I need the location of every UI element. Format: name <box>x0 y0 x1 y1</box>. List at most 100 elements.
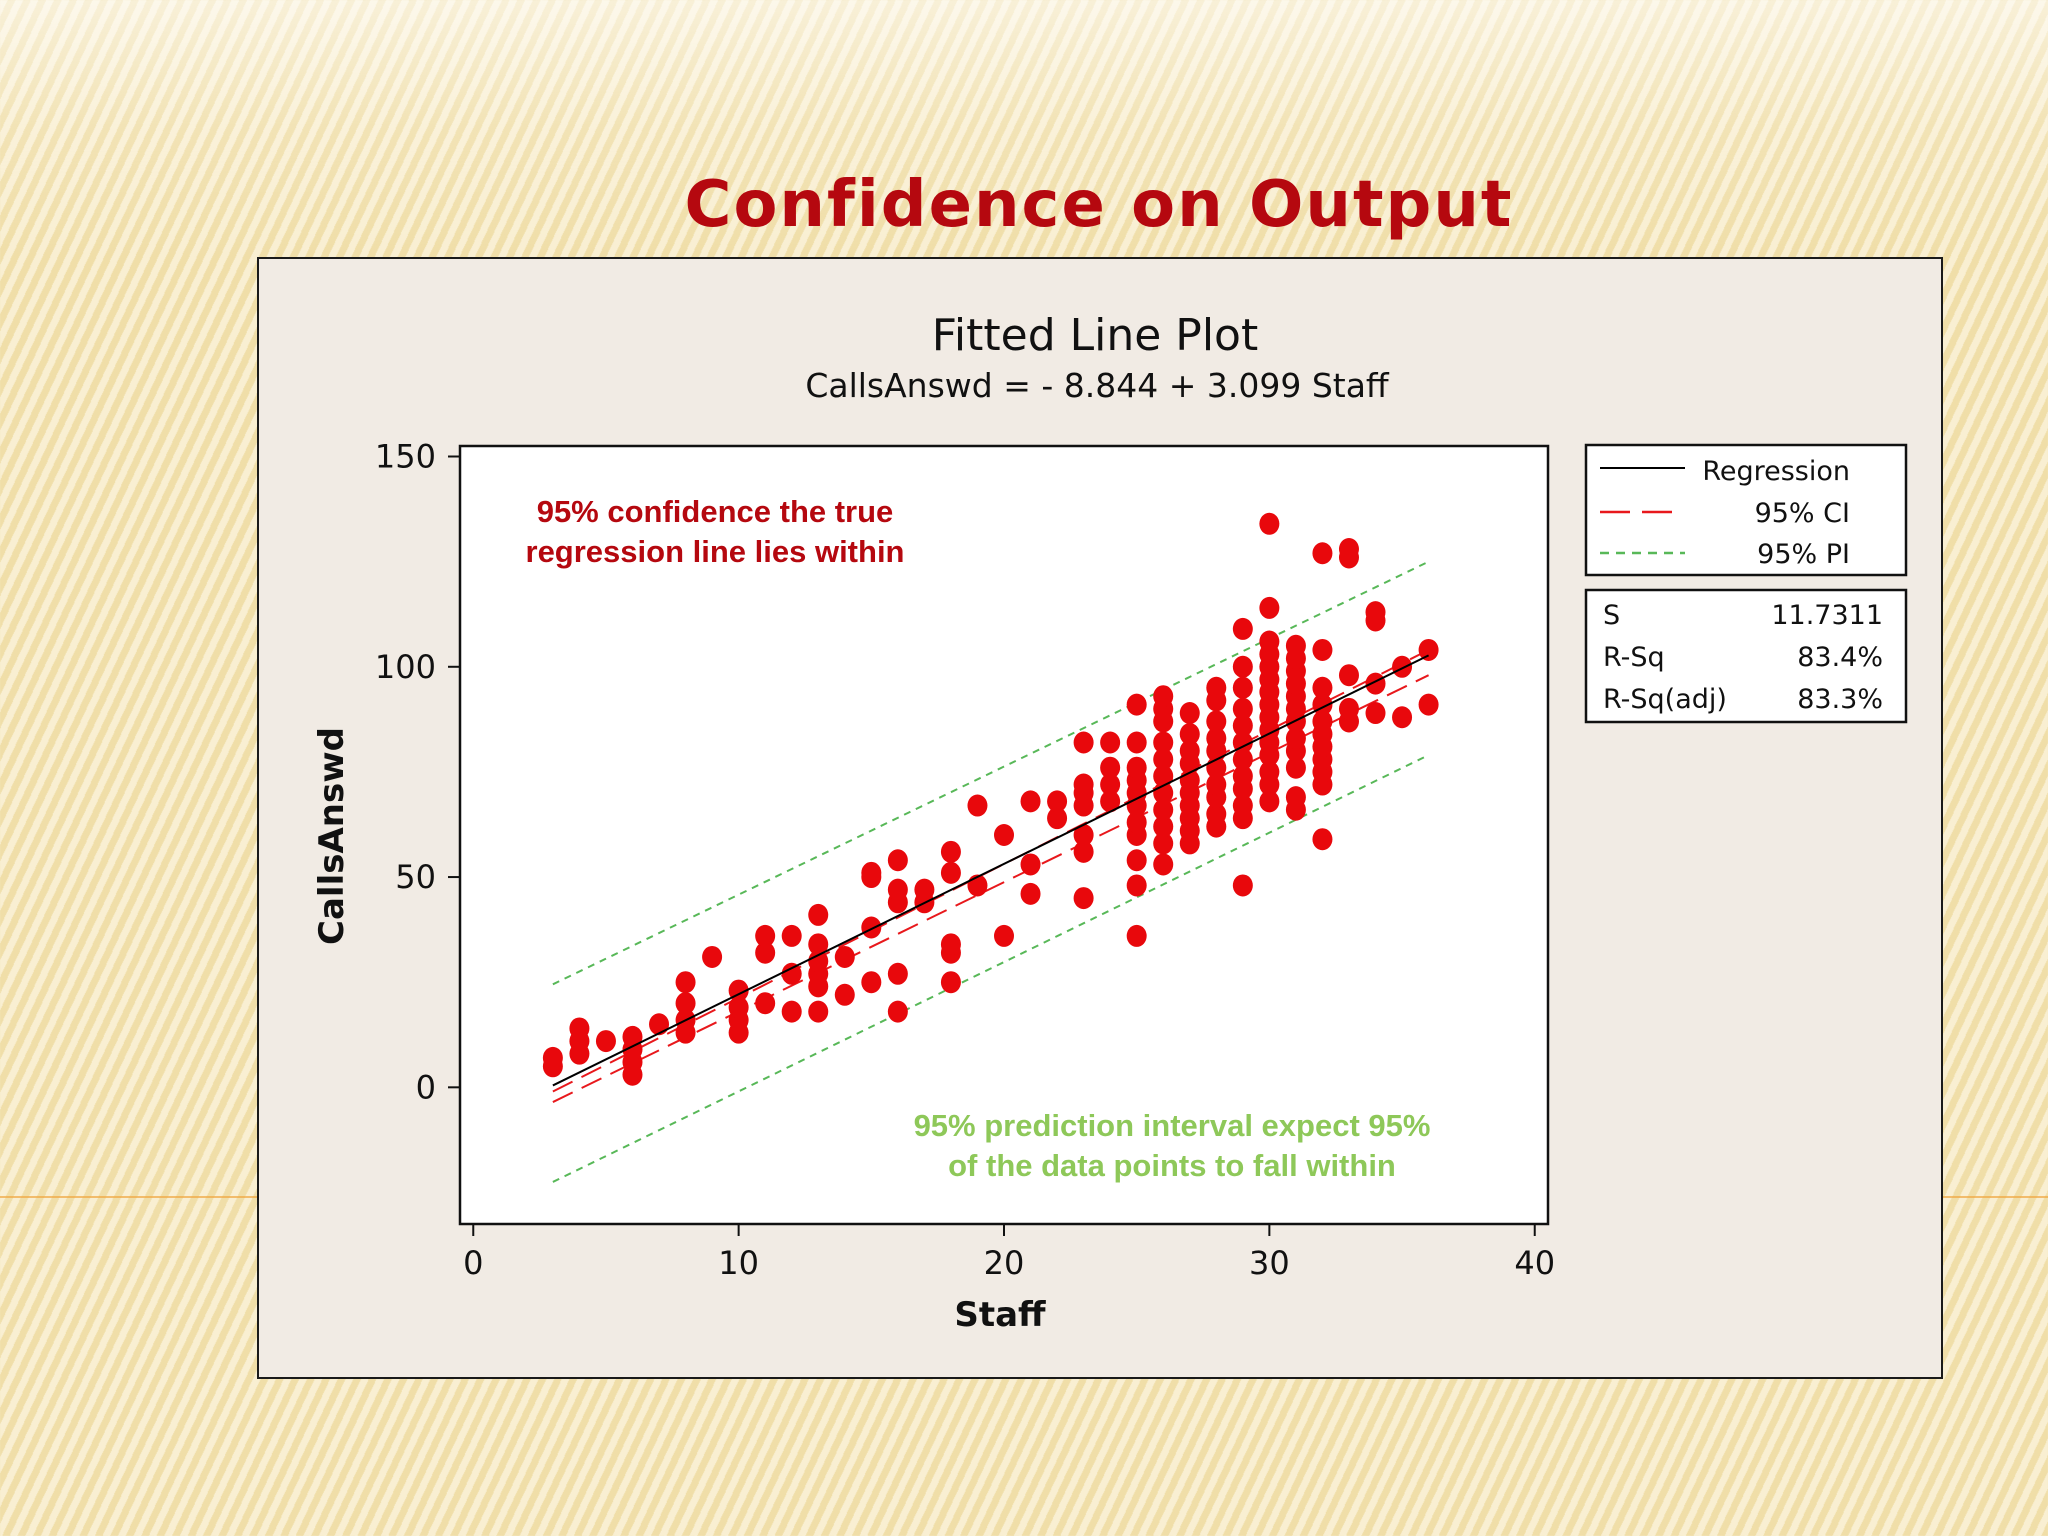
data-point <box>1232 794 1253 817</box>
data-point <box>1285 727 1306 750</box>
data-point <box>834 983 855 1006</box>
data-point <box>808 933 829 956</box>
slide-title: Confidence on Output <box>684 168 1514 242</box>
data-point <box>1259 790 1280 813</box>
data-point <box>940 933 961 956</box>
data-point <box>755 941 776 964</box>
data-point <box>1179 702 1200 725</box>
legend-label-pi: 95% PI <box>1757 539 1850 570</box>
data-point <box>1073 840 1094 863</box>
data-point <box>1418 693 1439 716</box>
data-point <box>1338 538 1359 561</box>
data-point <box>1100 790 1121 813</box>
data-point <box>1153 798 1174 821</box>
data-point <box>1153 685 1174 708</box>
data-point <box>861 971 882 994</box>
data-point <box>1312 676 1333 699</box>
data-point <box>940 861 961 884</box>
data-point <box>1365 601 1386 624</box>
annotation-confidence-line-2: regression line lies within <box>526 534 905 569</box>
stat-label-r-sq: R-Sq <box>1603 642 1665 673</box>
data-point <box>1392 706 1413 729</box>
data-point <box>1153 832 1174 855</box>
data-point <box>755 924 776 947</box>
x-tick-label: 0 <box>463 1244 483 1282</box>
data-point <box>728 996 749 1019</box>
data-point <box>1259 512 1280 535</box>
data-point <box>781 924 802 947</box>
data-point <box>542 1046 563 1069</box>
data-point <box>1232 676 1253 699</box>
data-point <box>1232 765 1253 788</box>
data-point <box>1232 697 1253 720</box>
data-point <box>1100 731 1121 754</box>
data-point <box>1365 672 1386 695</box>
x-tick-label: 20 <box>984 1244 1025 1282</box>
data-point <box>595 1030 616 1053</box>
data-point <box>1285 634 1306 657</box>
data-point <box>1126 924 1147 947</box>
annotation-confidence-line-1: 95% confidence the true <box>537 494 894 529</box>
data-point <box>808 1000 829 1023</box>
data-point <box>940 840 961 863</box>
data-point <box>649 1013 670 1036</box>
data-point <box>569 1017 590 1040</box>
data-point <box>1073 887 1094 910</box>
data-point <box>1153 765 1174 788</box>
data-point <box>1338 664 1359 687</box>
data-point <box>1126 731 1147 754</box>
data-point <box>1153 748 1174 771</box>
legend-label-regression: Regression <box>1702 456 1850 487</box>
data-point <box>861 861 882 884</box>
data-point <box>887 962 908 985</box>
data-point <box>1232 617 1253 640</box>
data-point <box>781 1000 802 1023</box>
data-point <box>1259 630 1280 653</box>
data-point <box>1285 756 1306 779</box>
data-point <box>622 1025 643 1048</box>
data-point <box>808 903 829 926</box>
ci-lower-line <box>552 674 1430 1103</box>
data-point <box>1232 748 1253 771</box>
legend-label-ci: 95% CI <box>1755 498 1850 529</box>
y-tick-label: 100 <box>375 648 436 686</box>
data-point <box>887 849 908 872</box>
chart-subtitle: CallsAnswd = - 8.844 + 3.099 Staff <box>805 366 1390 405</box>
data-point <box>1392 655 1413 678</box>
data-point <box>1073 824 1094 846</box>
data-point <box>940 971 961 994</box>
data-point <box>1179 739 1200 762</box>
y-tick-label: 150 <box>375 438 436 476</box>
y-axis-label: CallsAnswd <box>312 727 352 945</box>
data-point <box>967 794 988 817</box>
data-point <box>1338 697 1359 720</box>
data-point <box>755 992 776 1015</box>
data-point <box>675 992 696 1015</box>
data-point <box>1020 882 1041 905</box>
data-point <box>1126 811 1147 834</box>
annotation-prediction-line-2: of the data points to fall within <box>948 1148 1396 1183</box>
regression-line <box>552 654 1430 1087</box>
data-point <box>1073 773 1094 796</box>
data-point <box>1206 676 1227 699</box>
legend: Regression 95% CI 95% PI <box>1584 443 1908 577</box>
data-point <box>1100 773 1121 796</box>
data-point <box>1418 638 1439 661</box>
data-point <box>1312 638 1333 661</box>
data-point <box>1312 710 1333 733</box>
data-point <box>1232 874 1253 897</box>
data-point <box>1179 723 1200 746</box>
data-point <box>1259 760 1280 783</box>
data-point <box>1126 756 1147 779</box>
stats-box <box>1584 588 1908 724</box>
data-point <box>1259 596 1280 619</box>
data-point <box>1153 731 1174 754</box>
data-point <box>1126 849 1147 872</box>
data-point <box>834 945 855 968</box>
stat-value-r-sq: 83.4% <box>1797 642 1883 673</box>
data-point <box>1312 542 1333 565</box>
data-point <box>675 971 696 994</box>
pi-upper-line <box>552 560 1430 986</box>
y-tick-label: 0 <box>416 1068 436 1106</box>
